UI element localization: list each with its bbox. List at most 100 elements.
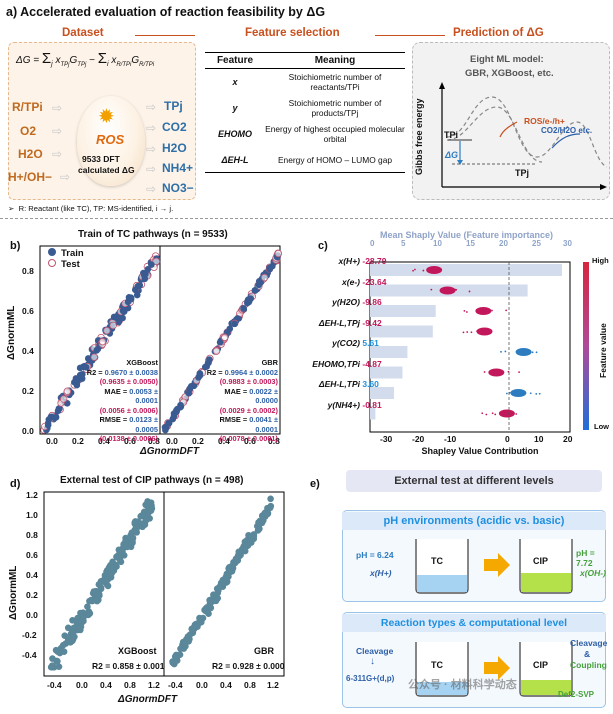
coupling-right: Coupling (570, 660, 607, 670)
d-left-model: XGBoost (118, 646, 157, 656)
eq-sum2-sub: i (106, 61, 109, 68)
eq-sum1-sub: j (51, 61, 53, 68)
test-point (98, 337, 107, 346)
shap-feature-value: -28.79 (360, 256, 387, 266)
shap-density (510, 389, 527, 397)
feature-name: y (232, 103, 238, 113)
cip-point (71, 633, 78, 641)
c-top-tick: 5 (401, 239, 406, 248)
feature-name: EHOMO (217, 129, 252, 139)
product-3: NH4+ (162, 161, 194, 175)
ros-egg (77, 96, 145, 186)
dft-note: calculated ΔG (78, 165, 135, 175)
shap-dot (520, 391, 522, 393)
tpi-annot: TPi (444, 130, 459, 140)
cip-point (108, 569, 115, 577)
d-xtick: 0.0 (196, 680, 208, 690)
d-ytick: 0.6 (26, 550, 38, 560)
arrow-icon: ⇨ (52, 147, 63, 161)
stats-r2-label: R2 = (206, 367, 223, 377)
shap-feature-name: y(CO2) (332, 338, 360, 348)
separator-line (0, 218, 613, 219)
shap-feature-row: ΔEH-L,TPj -9.42 (300, 318, 396, 328)
reactant-1: O2 (20, 124, 37, 138)
b-ytick: 0.2 (22, 386, 34, 396)
shap-feature-name: ΔEH-L,TPi (318, 379, 360, 389)
b-xtick: 0.8 (148, 436, 160, 446)
shap-feature-row: y(CO2) 5.61 (300, 338, 396, 348)
shap-dot (466, 331, 469, 333)
arrow-icon: ⇨ (146, 142, 157, 156)
ph-right: pH = 7.72 (576, 548, 595, 568)
panel-b-title: Train of TC pathways (n = 9533) (78, 229, 228, 240)
shap-dot (491, 309, 493, 312)
xgb-stats: XGBoost R2 = 0.9670 ± 0.0038 (0.9635 ± 0… (80, 358, 158, 444)
shap-dot (430, 288, 433, 291)
stats-r2-test: (0.9883 ± 0.0003) (219, 377, 278, 386)
feature-name: ΔEH-L (221, 154, 249, 165)
stats-mae-train: 0.0022 ± 0.0000 (249, 386, 278, 406)
d-xtick: -0.4 (47, 680, 62, 690)
test-point (221, 333, 229, 342)
panel-c-top-title: Mean Shaply Value (Feature importance) (380, 230, 554, 240)
train-point (119, 314, 126, 322)
beaker-row-2 (415, 642, 573, 697)
b-ytick: 0.4 (22, 346, 34, 356)
beaker-cip-liquid (521, 680, 571, 695)
ph-box-title: pH environments (acidic vs. basic) (342, 512, 606, 530)
dg-annot: ΔG (445, 150, 459, 160)
cip-point (49, 663, 57, 671)
panel-c-label: c) (318, 240, 328, 252)
cip-point (253, 522, 261, 530)
c-bottom-tick: 20 (563, 434, 573, 444)
d-ytick: -0.4 (22, 650, 37, 660)
shap-density (488, 368, 505, 377)
basis-left: 6-311G+(d,p) (346, 674, 395, 683)
train-point (266, 264, 273, 272)
panel-c-xlabel: Shapley Value Contribution (421, 446, 539, 456)
train-point (204, 359, 212, 367)
b-xtick: 0.4 (98, 436, 110, 446)
shap-feature-value: -9.42 (360, 317, 382, 328)
cip-point (117, 558, 125, 566)
cip-point (68, 627, 76, 634)
stats-r2-train: 0.9964 ± 0.0002 (224, 367, 278, 377)
feature-row: y Stoichiometric number of products/TPj (205, 95, 405, 121)
shap-dot (491, 412, 494, 415)
shap-dot (510, 412, 513, 415)
cip-point (144, 507, 151, 515)
shap-dot (412, 269, 414, 272)
b-ytick: 0.0 (22, 426, 34, 436)
ros-annot: ROS/e-/h+ (524, 116, 565, 126)
shap-dot (529, 392, 532, 395)
shap-bar (370, 325, 433, 338)
c-top-tick: 10 (433, 239, 442, 248)
arrow-icon: ⇨ (52, 101, 63, 115)
panel-b-label: b) (10, 240, 21, 252)
cip-point (247, 539, 255, 546)
beaker-cip-label: CIP (533, 556, 549, 566)
shap-dot (535, 393, 538, 395)
stats-r2-train: 0.9670 ± 0.0038 (104, 367, 158, 377)
b-xtick: 0.2 (72, 436, 84, 446)
shap-dot (535, 351, 538, 354)
shap-dot (527, 350, 530, 353)
stats-rmse-test: (0.0078 ± 0.0001) (219, 434, 278, 443)
eq-x2-sub: R/TPi (116, 62, 132, 68)
feature-meaning: Stoichiometric number of products/TPj (288, 98, 382, 118)
prediction-box (412, 42, 610, 200)
d-left-r2: R2 = 0.858 ± 0.001 (92, 661, 165, 671)
b-ytick: 0.8 (22, 266, 34, 276)
watermark: 公众号 · 材料科学动态 (408, 679, 517, 691)
d-ytick: -0.2 (22, 630, 37, 640)
cip-point (105, 564, 113, 571)
train-point (82, 364, 90, 371)
beaker-tc-label: TC (431, 556, 443, 566)
cip-point (261, 509, 268, 517)
c-top-tick: 0 (370, 239, 375, 248)
shap-feature-name: ΔEH-L,TPj (318, 317, 360, 328)
b-xtick: 0.0 (46, 436, 58, 446)
eq-sum1: Σ (41, 50, 52, 67)
shap-dot (520, 350, 523, 353)
train-point (84, 355, 92, 362)
